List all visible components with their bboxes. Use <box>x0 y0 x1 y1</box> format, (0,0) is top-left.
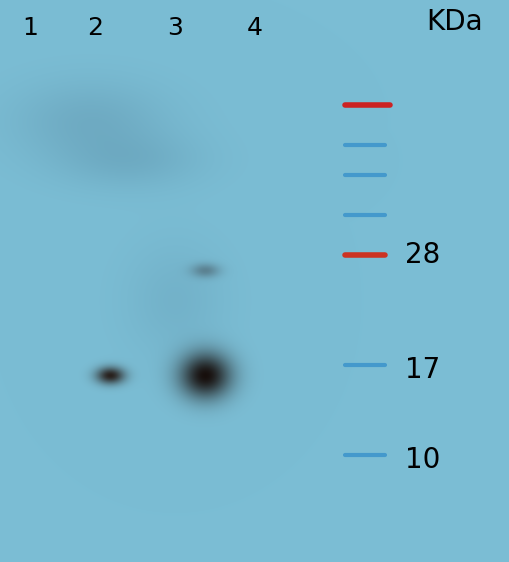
Text: 28: 28 <box>405 241 440 269</box>
Text: 4: 4 <box>247 16 263 40</box>
Text: 3: 3 <box>167 16 183 40</box>
Text: 1: 1 <box>22 16 38 40</box>
Text: 17: 17 <box>405 356 440 384</box>
Text: KDa: KDa <box>427 8 484 36</box>
Text: 2: 2 <box>87 16 103 40</box>
Text: 10: 10 <box>405 446 440 474</box>
